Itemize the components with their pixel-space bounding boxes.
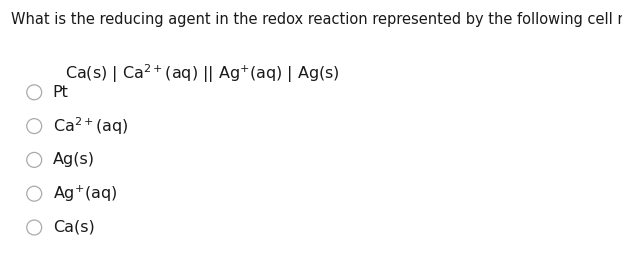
Text: Ca(s) | Ca$^{2+}$(aq) || Ag$^{+}$(aq) | Ag(s): Ca(s) | Ca$^{2+}$(aq) || Ag$^{+}$(aq) | … (65, 62, 340, 85)
Text: Pt: Pt (53, 85, 69, 100)
Text: Ag$^{+}$(aq): Ag$^{+}$(aq) (53, 184, 117, 204)
Text: What is the reducing agent in the redox reaction represented by the following ce: What is the reducing agent in the redox … (11, 12, 622, 27)
Text: Ca$^{2+}$(aq): Ca$^{2+}$(aq) (53, 115, 128, 137)
Text: Ag(s): Ag(s) (53, 152, 95, 167)
Text: Ca(s): Ca(s) (53, 220, 95, 235)
